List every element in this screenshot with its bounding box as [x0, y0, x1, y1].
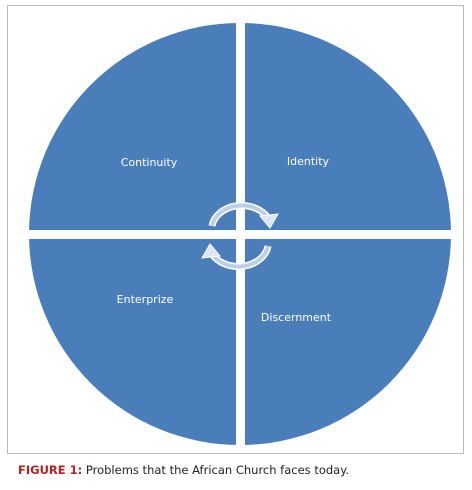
cycle-arrows — [208, 202, 272, 270]
arrow-head — [201, 243, 221, 259]
quadrant-label: Continuity — [121, 156, 178, 169]
diagram: Continuity Identity Enterprize Discernme… — [25, 23, 455, 445]
caption-label: FIGURE 1: — [18, 463, 83, 477]
horizontal-divider — [25, 230, 455, 239]
quadrant-label: Enterprize — [117, 293, 174, 306]
caption-text: Problems that the African Church faces t… — [85, 463, 350, 477]
arrow-head — [259, 213, 279, 229]
figure-frame — [7, 5, 464, 454]
quadrant-label: Identity — [287, 155, 330, 168]
quadrant-label: Discernment — [261, 311, 332, 324]
caption: FIGURE 1: Problems that the African Chur… — [18, 463, 349, 477]
